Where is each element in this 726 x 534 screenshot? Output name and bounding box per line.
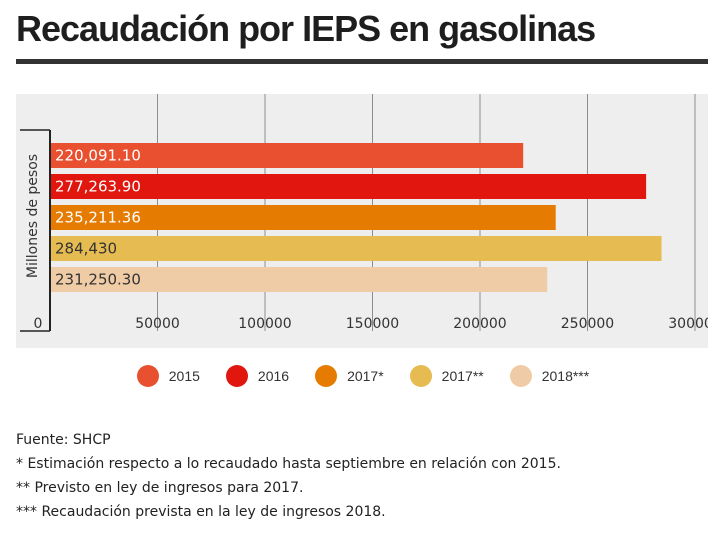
bar-2015 bbox=[51, 143, 524, 168]
footnote-3: *** Recaudación prevista en la ley de in… bbox=[16, 504, 386, 520]
bar-2016 bbox=[51, 174, 647, 199]
footnote-1: * Estimación respecto a lo recaudado has… bbox=[16, 456, 561, 472]
x-tick-label: 150000 bbox=[346, 316, 399, 332]
legend-item: 2017* bbox=[315, 365, 384, 387]
chart-title: Recaudación por IEPS en gasolinas bbox=[16, 8, 596, 49]
x-tick-label: 50000 bbox=[135, 316, 180, 332]
legend-swatch bbox=[315, 365, 338, 387]
chart-legend: 2015 2016 2017* 2017** 2018*** bbox=[0, 362, 726, 390]
bar-value-label: 231,250.30 bbox=[55, 271, 141, 289]
chart-panel: 220,091.10 277,263.90 235,211.36 284,430 231… bbox=[16, 94, 708, 348]
legend-item: 2015 bbox=[136, 365, 200, 387]
legend-label: 2015 bbox=[168, 368, 200, 384]
x-tick-label: 200000 bbox=[453, 316, 506, 332]
footnotes: Fuente: SHCP * Estimación respecto a lo … bbox=[16, 428, 561, 524]
legend-swatch bbox=[136, 365, 159, 387]
bar-2017* bbox=[51, 205, 556, 230]
source-note: Fuente: SHCP bbox=[16, 432, 111, 448]
legend-item: 2016 bbox=[225, 365, 290, 387]
legend-label: 2018*** bbox=[541, 368, 590, 384]
x-tick-label: 0 bbox=[34, 316, 43, 332]
legend-item: 2017** bbox=[409, 365, 484, 387]
bar-2018*** bbox=[51, 267, 548, 292]
legend-swatch bbox=[409, 365, 432, 387]
y-axis-title: Millones de pesos bbox=[25, 154, 41, 278]
bar-2017** bbox=[51, 236, 662, 261]
legend-label: 2017** bbox=[441, 368, 484, 384]
legend-item: 2018*** bbox=[509, 365, 590, 387]
legend-swatch bbox=[509, 365, 532, 387]
bar-value-label: 277,263.90 bbox=[55, 178, 141, 196]
bar-value-label: 284,430 bbox=[55, 240, 117, 258]
legend-swatch bbox=[225, 365, 248, 387]
footnote-2: ** Previsto en ley de ingresos para 2017… bbox=[16, 480, 304, 496]
x-tick-label: 100000 bbox=[238, 316, 291, 332]
legend-label: 2016 bbox=[257, 368, 290, 384]
legend-label: 2017* bbox=[347, 368, 384, 384]
bar-value-label: 235,211.36 bbox=[55, 209, 141, 227]
title-divider bbox=[16, 59, 708, 64]
x-tick-label: 300000 bbox=[668, 316, 708, 332]
bar-chart: 220,091.10 277,263.90 235,211.36 284,430 231… bbox=[20, 94, 708, 332]
x-tick-label: 250000 bbox=[561, 316, 614, 332]
bar-value-label: 220,091.10 bbox=[55, 147, 141, 165]
